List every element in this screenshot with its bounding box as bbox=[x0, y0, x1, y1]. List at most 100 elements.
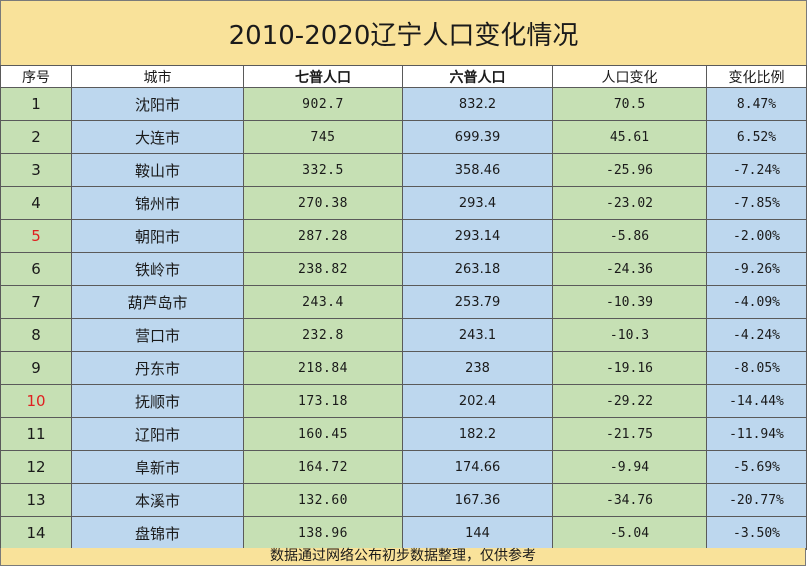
cell-ratio[interactable]: -8.05% bbox=[706, 351, 807, 385]
cell-census6[interactable]: 144 bbox=[402, 516, 553, 550]
header-index[interactable]: 序号 bbox=[0, 65, 72, 88]
cell-city[interactable]: 辽阳市 bbox=[71, 417, 244, 451]
cell-census7[interactable]: 238.82 bbox=[243, 252, 403, 286]
cell-census6[interactable]: 293.14 bbox=[402, 219, 553, 253]
cell-index[interactable]: 3 bbox=[0, 153, 72, 187]
population-table: 序号 城市 七普人口 六普人口 人口变化 变化比例 1 沈阳市 902.7 832.2… bbox=[0, 65, 807, 550]
cell-change[interactable]: -24.36 bbox=[552, 252, 707, 286]
cell-census7[interactable]: 332.5 bbox=[243, 153, 403, 187]
header-census6[interactable]: 六普人口 bbox=[402, 65, 553, 88]
cell-index[interactable]: 1 bbox=[0, 87, 72, 121]
cell-change[interactable]: -10.39 bbox=[552, 285, 707, 319]
cell-change[interactable]: -25.96 bbox=[552, 153, 707, 187]
cell-city[interactable]: 阜新市 bbox=[71, 450, 244, 484]
cell-ratio[interactable]: -9.26% bbox=[706, 252, 807, 286]
cell-city[interactable]: 丹东市 bbox=[71, 351, 244, 385]
cell-census7[interactable]: 270.38 bbox=[243, 186, 403, 220]
cell-city[interactable]: 沈阳市 bbox=[71, 87, 244, 121]
cell-ratio[interactable]: -4.09% bbox=[706, 285, 807, 319]
table-row: 8 营口市 232.8 243.1 -10.3 -4.24% bbox=[0, 318, 807, 352]
cell-census7[interactable]: 173.18 bbox=[243, 384, 403, 418]
cell-city[interactable]: 营口市 bbox=[71, 318, 244, 352]
cell-census7[interactable]: 232.8 bbox=[243, 318, 403, 352]
cell-index[interactable]: 8 bbox=[0, 318, 72, 352]
cell-census6[interactable]: 174.66 bbox=[402, 450, 553, 484]
cell-census6[interactable]: 202.4 bbox=[402, 384, 553, 418]
cell-city[interactable]: 本溪市 bbox=[71, 483, 244, 517]
cell-change[interactable]: 70.5 bbox=[552, 87, 707, 121]
cell-ratio[interactable]: -7.85% bbox=[706, 186, 807, 220]
cell-city[interactable]: 大连市 bbox=[71, 120, 244, 154]
cell-census7[interactable]: 243.4 bbox=[243, 285, 403, 319]
cell-census7[interactable]: 132.60 bbox=[243, 483, 403, 517]
header-census7[interactable]: 七普人口 bbox=[243, 65, 403, 88]
cell-census7[interactable]: 287.28 bbox=[243, 219, 403, 253]
cell-index[interactable]: 9 bbox=[0, 351, 72, 385]
cell-ratio[interactable]: -3.50% bbox=[706, 516, 807, 550]
cell-census6[interactable]: 238 bbox=[402, 351, 553, 385]
cell-census6[interactable]: 699.39 bbox=[402, 120, 553, 154]
cell-city[interactable]: 抚顺市 bbox=[71, 384, 244, 418]
cell-change[interactable]: -5.04 bbox=[552, 516, 707, 550]
cell-census6[interactable]: 832.2 bbox=[402, 87, 553, 121]
cell-index[interactable]: 12 bbox=[0, 450, 72, 484]
title-bar: 2010-2020辽宁人口变化情况 bbox=[0, 0, 807, 66]
cell-census6[interactable]: 358.46 bbox=[402, 153, 553, 187]
table-row: 11 辽阳市 160.45 182.2 -21.75 -11.94% bbox=[0, 417, 807, 451]
cell-city[interactable]: 鞍山市 bbox=[71, 153, 244, 187]
cell-city[interactable]: 盘锦市 bbox=[71, 516, 244, 550]
cell-census7[interactable]: 218.84 bbox=[243, 351, 403, 385]
cell-change[interactable]: -34.76 bbox=[552, 483, 707, 517]
cell-index[interactable]: 6 bbox=[0, 252, 72, 286]
cell-census6[interactable]: 293.4 bbox=[402, 186, 553, 220]
cell-census6[interactable]: 167.36 bbox=[402, 483, 553, 517]
cell-index[interactable]: 13 bbox=[0, 483, 72, 517]
cell-ratio[interactable]: 6.52% bbox=[706, 120, 807, 154]
cell-city[interactable]: 朝阳市 bbox=[71, 219, 244, 253]
cell-census6[interactable]: 243.1 bbox=[402, 318, 553, 352]
cell-change[interactable]: -10.3 bbox=[552, 318, 707, 352]
cell-census7[interactable]: 745 bbox=[243, 120, 403, 154]
cell-ratio[interactable]: -5.69% bbox=[706, 450, 807, 484]
header-city[interactable]: 城市 bbox=[71, 65, 244, 88]
cell-census7[interactable]: 902.7 bbox=[243, 87, 403, 121]
cell-census7[interactable]: 160.45 bbox=[243, 417, 403, 451]
footer-note: 数据通过网络公布初步数据整理，仅供参考 bbox=[0, 548, 806, 566]
cell-ratio[interactable]: -14.44% bbox=[706, 384, 807, 418]
table-row: 3 鞍山市 332.5 358.46 -25.96 -7.24% bbox=[0, 153, 807, 187]
cell-index[interactable]: 4 bbox=[0, 186, 72, 220]
table-row: 6 铁岭市 238.82 263.18 -24.36 -9.26% bbox=[0, 252, 807, 286]
cell-city[interactable]: 锦州市 bbox=[71, 186, 244, 220]
cell-change[interactable]: -29.22 bbox=[552, 384, 707, 418]
cell-index[interactable]: 11 bbox=[0, 417, 72, 451]
cell-city[interactable]: 葫芦岛市 bbox=[71, 285, 244, 319]
cell-index[interactable]: 14 bbox=[0, 516, 72, 550]
cell-ratio[interactable]: -4.24% bbox=[706, 318, 807, 352]
cell-census6[interactable]: 253.79 bbox=[402, 285, 553, 319]
cell-index[interactable]: 2 bbox=[0, 120, 72, 154]
cell-census6[interactable]: 182.2 bbox=[402, 417, 553, 451]
cell-census7[interactable]: 164.72 bbox=[243, 450, 403, 484]
cell-change[interactable]: -21.75 bbox=[552, 417, 707, 451]
cell-city[interactable]: 铁岭市 bbox=[71, 252, 244, 286]
cell-index[interactable]: 10 bbox=[0, 384, 72, 418]
header-ratio[interactable]: 变化比例 bbox=[706, 65, 807, 88]
cell-change[interactable]: -19.16 bbox=[552, 351, 707, 385]
cell-census7[interactable]: 138.96 bbox=[243, 516, 403, 550]
cell-change[interactable]: 45.61 bbox=[552, 120, 707, 154]
table-row: 4 锦州市 270.38 293.4 -23.02 -7.85% bbox=[0, 186, 807, 220]
cell-ratio[interactable]: 8.47% bbox=[706, 87, 807, 121]
cell-change[interactable]: -9.94 bbox=[552, 450, 707, 484]
cell-index[interactable]: 7 bbox=[0, 285, 72, 319]
cell-change[interactable]: -5.86 bbox=[552, 219, 707, 253]
cell-ratio[interactable]: -2.00% bbox=[706, 219, 807, 253]
cell-census6[interactable]: 263.18 bbox=[402, 252, 553, 286]
header-change[interactable]: 人口变化 bbox=[552, 65, 707, 88]
cell-ratio[interactable]: -11.94% bbox=[706, 417, 807, 451]
cell-index[interactable]: 5 bbox=[0, 219, 72, 253]
cell-ratio[interactable]: -7.24% bbox=[706, 153, 807, 187]
cell-ratio[interactable]: -20.77% bbox=[706, 483, 807, 517]
cell-change[interactable]: -23.02 bbox=[552, 186, 707, 220]
table-row: 5 朝阳市 287.28 293.14 -5.86 -2.00% bbox=[0, 219, 807, 253]
